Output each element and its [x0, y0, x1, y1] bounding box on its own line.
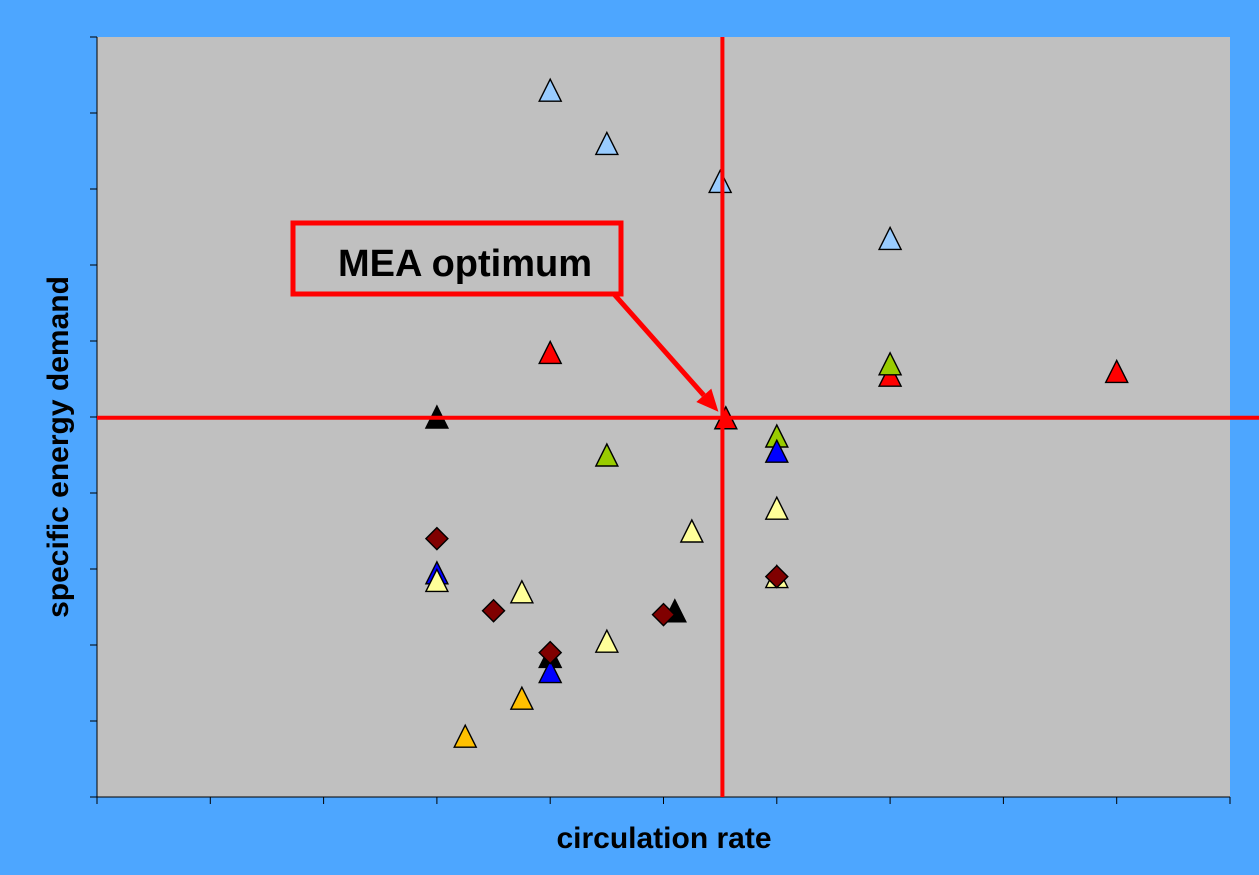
triangle-point-s0-p0 — [538, 77, 563, 102]
triangle-point-s5-p3 — [509, 579, 535, 604]
axis-ticks — [90, 36, 1231, 804]
triangle-point-s5-p2 — [424, 567, 450, 593]
triangle-point-s5-p0 — [764, 495, 789, 520]
callout-box — [290, 220, 624, 297]
y-axis-title: specific energy demand — [42, 276, 75, 618]
diamond-point-s7-p1 — [481, 598, 506, 623]
triangle-point-s2-p0 — [877, 351, 903, 376]
callout-arrow — [611, 291, 706, 397]
annotation-callout: MEA optimum — [290, 220, 719, 412]
diamond-point-s7-p4 — [764, 564, 789, 589]
triangle-point-s6-p1 — [453, 723, 478, 748]
triangle-point-s6-p0 — [509, 685, 535, 710]
callout-arrowhead — [696, 388, 719, 412]
callout-text: MEA optimum — [338, 243, 592, 285]
triangle-point-s0-p2 — [708, 168, 733, 194]
triangle-point-s0-p1 — [594, 130, 619, 156]
diamond-point-s7-p0 — [424, 526, 449, 551]
triangle-point-s4-p2 — [538, 659, 563, 684]
triangle-point-s1-p0 — [538, 339, 563, 365]
triangle-point-s0-p3 — [877, 225, 903, 251]
triangle-point-s5-p4 — [594, 628, 619, 653]
triangle-point-s4-p0 — [764, 438, 789, 463]
diamond-point-s7-p2 — [538, 640, 563, 665]
diamond-point-s7-p3 — [651, 602, 676, 627]
reference-lines — [97, 37, 1259, 797]
triangle-point-s2-p1 — [594, 442, 619, 467]
x-axis-title: circulation rate — [556, 822, 771, 855]
triangle-point-s5-p1 — [679, 518, 704, 543]
triangle-point-s1-p3 — [1104, 358, 1129, 384]
